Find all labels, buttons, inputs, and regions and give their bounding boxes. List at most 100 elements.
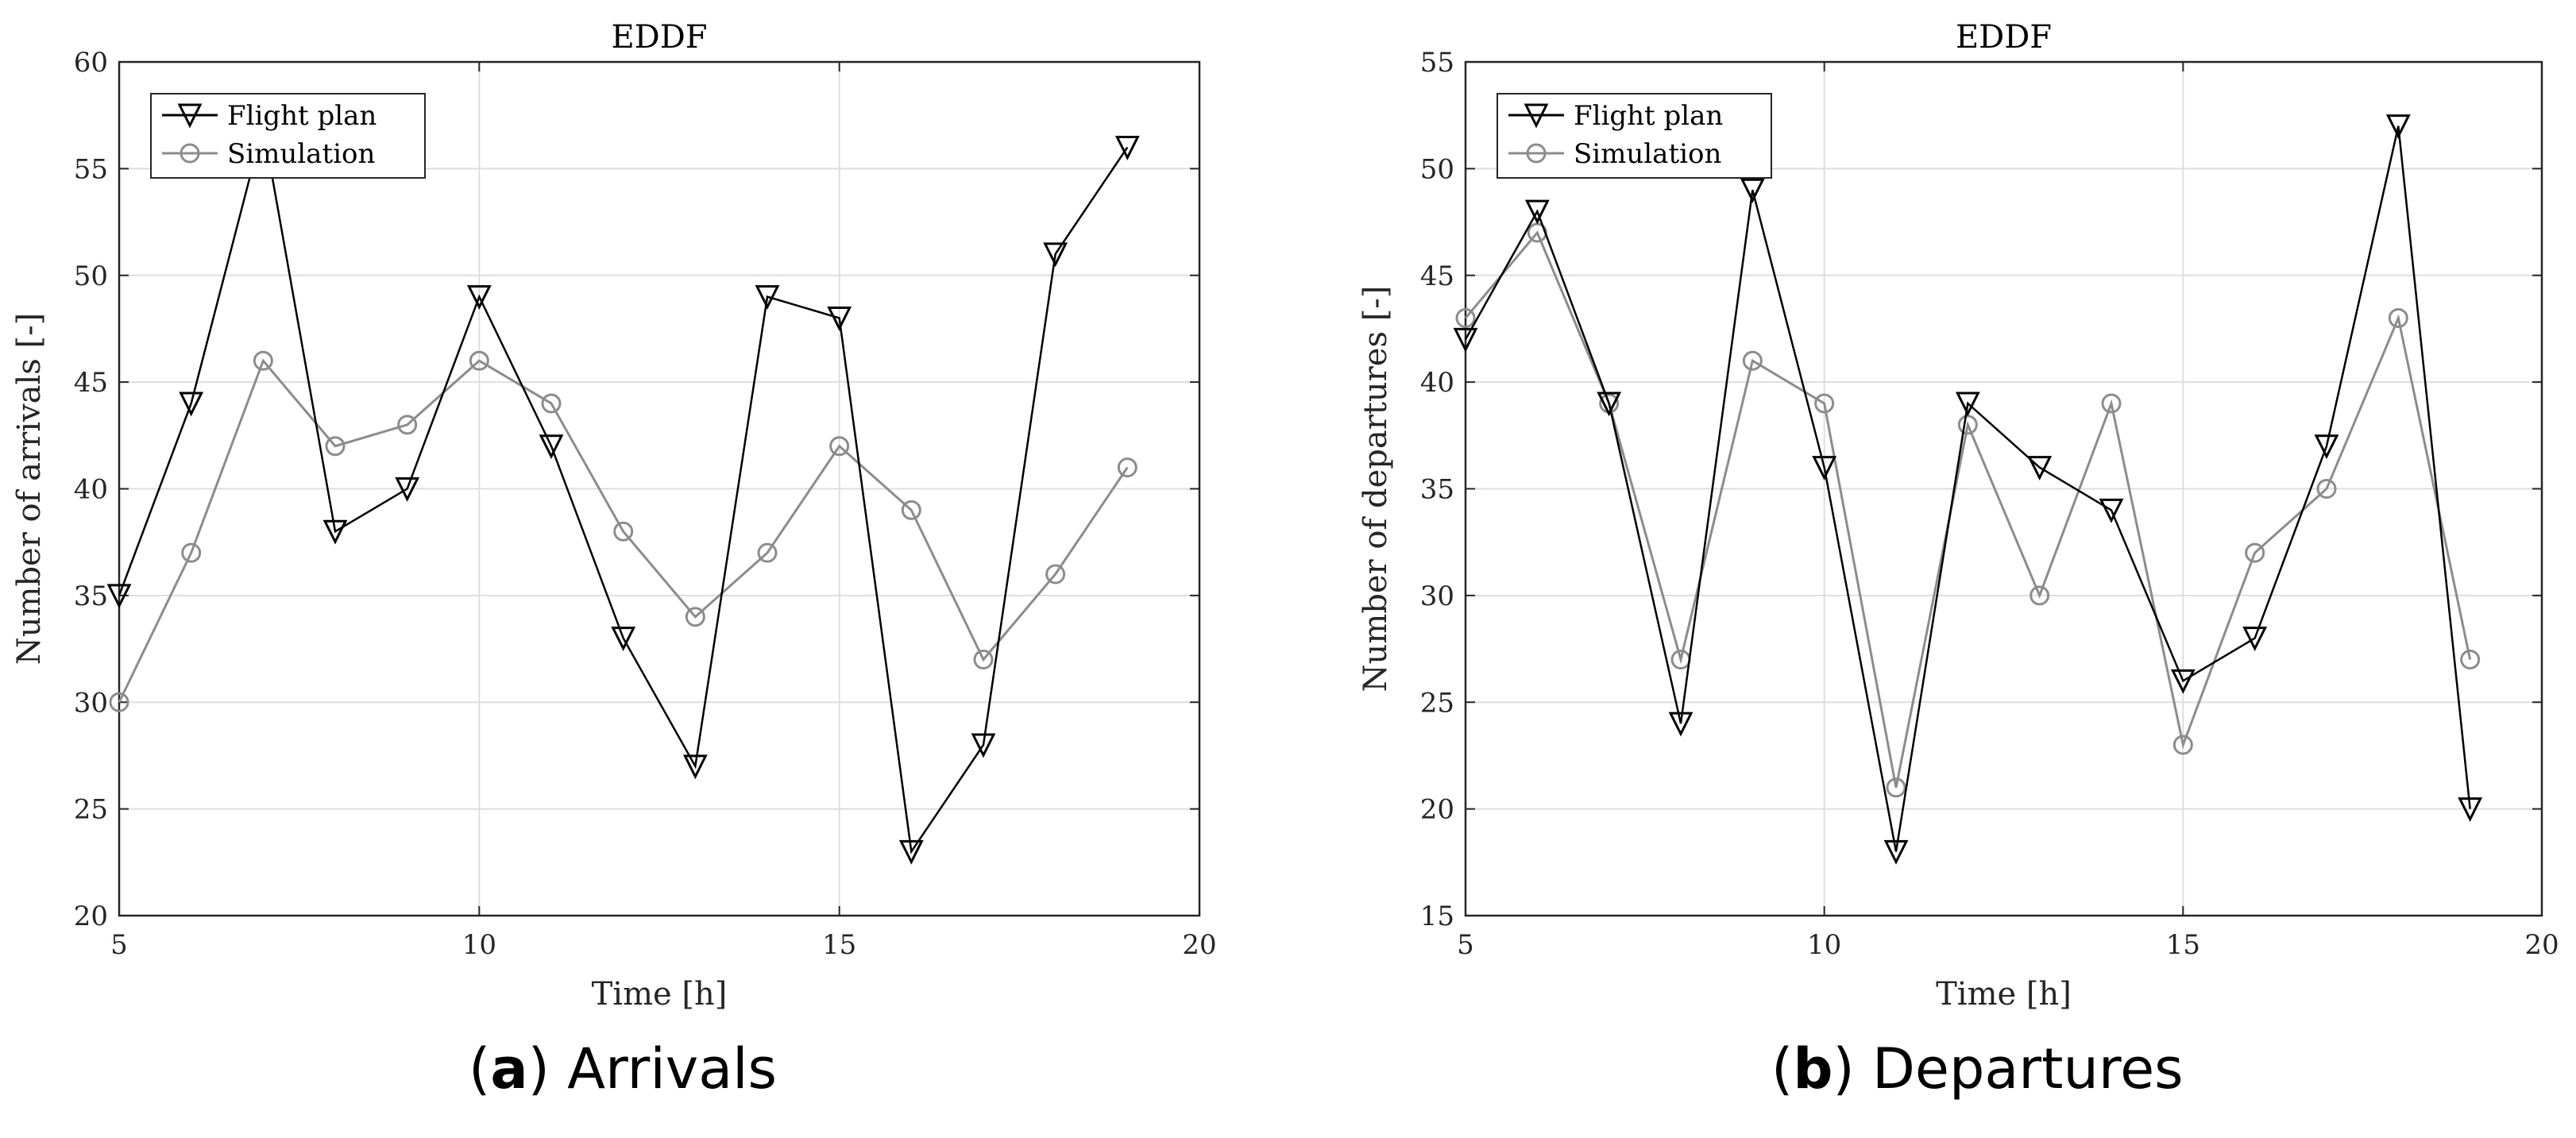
flight-plan-point (2458, 797, 2483, 822)
flight-plan-point (1114, 136, 1140, 160)
flight-plan-point (971, 733, 996, 758)
y-tick-label: 45 (1420, 260, 1454, 292)
arrivals-chart-panel: 5 10 15 20 20 25 30 35 40 45 50 55 60 EDDF Time [h] Num… (11, 19, 1217, 1013)
caption-departures: (b) Departures (1771, 1036, 2184, 1101)
flight-plan-point (2242, 627, 2268, 651)
simulation-point (1117, 457, 1137, 478)
y-tick-label: 25 (1420, 687, 1454, 719)
simulation-point (613, 521, 634, 542)
flight-plan-point (2027, 456, 2053, 480)
series-line-simulation (1464, 230, 2472, 789)
legend-marker (180, 143, 200, 164)
y-tick-label: 45 (74, 367, 108, 399)
simulation-point (1045, 564, 1066, 584)
y-tick-label: 30 (1420, 581, 1454, 612)
caption-letter: a (490, 1036, 528, 1101)
y-tick-label: 20 (1420, 794, 1454, 826)
flight-plan-point (1668, 712, 1694, 737)
y-axis-label: Number of arrivals [-] (11, 313, 48, 665)
legend-marker (1524, 103, 1549, 129)
chart-title: EDDF (611, 19, 707, 56)
flight-plan-point (179, 392, 204, 417)
y-axis-label: Number of departures [-] (1358, 286, 1394, 692)
x-axis-label: Time [h] (592, 976, 728, 1013)
simulation-point (253, 350, 273, 371)
simulation-point (541, 393, 562, 414)
series-line-flight-plan (1464, 125, 2471, 852)
flight-plan-point (682, 754, 708, 780)
x-tick-label: 20 (2524, 929, 2559, 961)
x-tick-label: 10 (462, 929, 496, 961)
flight-plan-point (106, 584, 132, 609)
legend-marker (177, 103, 203, 129)
x-tick-label: 10 (1807, 929, 1841, 961)
flight-plan-point (2314, 434, 2339, 460)
y-tick-label: 50 (74, 260, 108, 292)
simulation-point (901, 500, 921, 520)
departures-chart-panel: 5 10 15 20 15 20 25 30 35 40 45 50 55 EDDF Time [h] Num… (1358, 19, 2559, 1013)
y-tick-label: 20 (74, 901, 108, 932)
y-tick-label: 15 (1420, 901, 1454, 932)
y-tick-label: 25 (74, 794, 108, 826)
simulation-point (1886, 777, 1906, 798)
flight-plan-point (2170, 669, 2196, 694)
flight-plan-point (1812, 456, 1837, 480)
simulation-point (2101, 393, 2122, 414)
simulation-point (2030, 585, 2050, 606)
flight-plan-point (898, 839, 924, 865)
simulation-point (397, 415, 418, 435)
simulation-point (2245, 542, 2265, 563)
legend-box (150, 93, 426, 179)
x-axis-label: Time [h] (1936, 976, 2072, 1013)
y-tick-label: 35 (1420, 474, 1454, 506)
simulation-point (1814, 393, 1835, 414)
flight-plan-point (2099, 498, 2124, 523)
flight-plan-point (2385, 114, 2411, 139)
x-tick-label: 15 (822, 929, 856, 961)
flight-plan-point (1043, 242, 1068, 268)
flight-plan-point (827, 307, 852, 331)
simulation-point (973, 650, 994, 669)
simulation-point (757, 542, 778, 563)
y-tick-label: 30 (74, 687, 108, 719)
y-tick-label: 35 (74, 581, 108, 612)
series-line-flight-plan (118, 125, 1129, 854)
y-tick-label: 55 (74, 153, 108, 185)
flight-plan-point (1524, 199, 1550, 225)
series-line-simulation (118, 358, 1129, 703)
x-tick-label: 5 (1457, 929, 1474, 961)
flight-plan-point (1740, 178, 1765, 203)
flight-plan-point (1597, 392, 1622, 417)
flight-plan-point (1883, 839, 1909, 865)
flight-plan-point (1955, 392, 1980, 417)
chart-title: EDDF (1956, 19, 2052, 56)
simulation-point (2172, 735, 2193, 755)
x-tick-label: 20 (1182, 929, 1216, 961)
caption-text: Departures (1871, 1036, 2184, 1101)
simulation-point (2388, 308, 2408, 328)
simulation-point (829, 436, 850, 457)
caption-arrivals: (a) Arrivals (469, 1036, 778, 1101)
simulation-point (685, 607, 705, 627)
caption-text: Arrivals (567, 1036, 778, 1101)
flight-plan-point (755, 285, 780, 310)
simulation-point (325, 436, 346, 457)
legend-box (1497, 93, 1772, 179)
caption-letter: b (1793, 1036, 1833, 1101)
flight-plan-point (539, 434, 564, 460)
simulation-point (109, 692, 129, 712)
x-tick-label: 5 (110, 929, 128, 961)
x-tick-label: 15 (2166, 929, 2200, 961)
y-tick-label: 55 (1420, 47, 1454, 79)
flight-plan-point (322, 519, 348, 545)
simulation-point (2460, 650, 2481, 669)
legend-marker (1526, 143, 1547, 164)
y-tick-label: 40 (74, 474, 108, 506)
flight-plan-point (466, 285, 492, 310)
y-tick-label: 40 (1420, 367, 1454, 399)
flight-plan-point (1453, 327, 1478, 353)
legend-label: Simulation (227, 138, 375, 170)
simulation-point (1455, 308, 1476, 328)
y-tick-label: 60 (74, 47, 108, 79)
